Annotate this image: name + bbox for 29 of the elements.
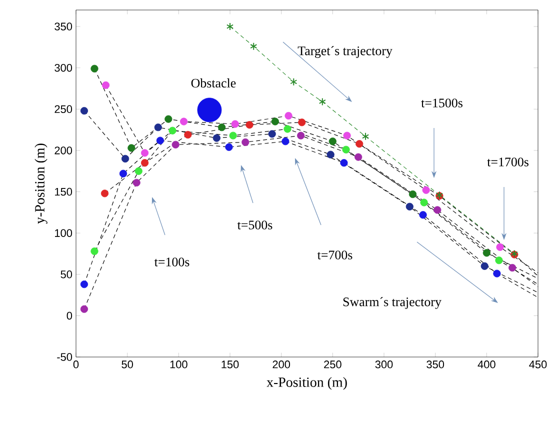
y-tick-label: 350 [54,22,72,30]
x-tick-label: 350 [426,360,444,368]
x-tick-label: 150 [222,360,239,368]
y-tick-label: 150 [55,188,72,196]
y-tick-label: 100 [55,229,72,237]
annotation: t=100s [154,258,190,266]
y-tick-label: 200 [54,146,72,154]
y-tick-label: 0 [66,312,72,320]
annotation: t=1500s [421,98,462,108]
annotation: Target´s trajectory [298,46,392,58]
x-tick-label: 400 [478,360,496,368]
x-tick-label: 200 [272,360,290,368]
y-tick-label: 50 [60,270,72,278]
annotation: t=700s [317,250,352,260]
annotation: Obstacle [191,78,236,88]
x-tick-label: 100 [170,360,188,368]
annotation: Swarm´s trajectory [343,297,442,309]
x-tick-label: 50 [122,360,133,368]
x-tick-label: 450 [529,360,547,368]
y-tick-label: -50 [57,353,72,361]
x-tick-label: 0 [73,360,79,368]
y-axis-title: y-Position (m) [34,144,48,224]
y-tick-label: 250 [54,105,72,114]
annotation: t=500s [237,220,272,230]
x-axis-title: x-Position (m) [266,377,347,390]
x-tick-label: 300 [375,360,393,368]
y-tick-label: 300 [54,64,72,72]
x-tick-label: 250 [324,360,342,368]
annotation: t=1700s [487,158,528,166]
